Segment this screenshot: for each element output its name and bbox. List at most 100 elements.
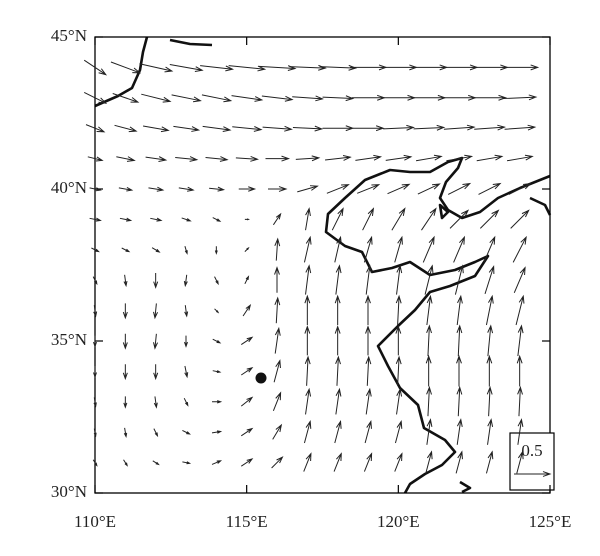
wind-vector (211, 430, 223, 434)
y-tick-label: 30°N (51, 482, 87, 501)
plot-frame (94, 36, 551, 494)
wind-vector (272, 212, 282, 226)
wind-vector (516, 354, 523, 387)
wind-vector (425, 354, 432, 387)
wind-vector (205, 156, 229, 162)
wind-vector (478, 182, 502, 195)
location-marker (255, 372, 267, 384)
reference-label: 0.5 (521, 441, 542, 460)
wind-vector (335, 387, 342, 415)
wind-vector (265, 155, 291, 162)
wind-vector (305, 264, 312, 295)
wind-vector (178, 186, 195, 192)
wind-vector (240, 427, 254, 437)
wind-vector (150, 217, 163, 222)
wind-vector (110, 61, 142, 74)
wind-vector (426, 385, 432, 417)
wind-vector (171, 94, 202, 103)
wind-vector (487, 418, 494, 445)
wind-vector (331, 207, 344, 231)
wind-vector (334, 294, 341, 325)
wind-vector (112, 93, 140, 103)
wind-vector (200, 65, 235, 72)
wind-vector (486, 354, 493, 387)
wind-vector (93, 397, 97, 408)
wind-vector (228, 65, 267, 72)
wind-vector (304, 294, 311, 325)
wind-vector (395, 325, 402, 356)
wind-vector (272, 423, 283, 440)
coastline (94, 36, 552, 494)
wind-vector (363, 235, 373, 263)
wind-vector (123, 274, 128, 288)
wind-vector (295, 155, 321, 162)
wind-vector (212, 338, 222, 344)
wind-vector (93, 335, 97, 348)
wind-vector (391, 207, 406, 231)
wind-vector (184, 365, 189, 379)
wind-vector (446, 154, 474, 162)
wind-vector (513, 266, 526, 293)
wind-vector (443, 124, 476, 131)
x-tick-label: 110°E (74, 512, 116, 531)
wind-vector (365, 294, 371, 325)
wind-vector (122, 333, 128, 350)
wind-vector (322, 125, 355, 132)
wind-vector (365, 387, 372, 415)
wind-vector (85, 124, 106, 133)
wind-vector (175, 156, 199, 162)
wind-vector (92, 276, 98, 286)
wind-vector (396, 264, 403, 295)
wind-vector (335, 355, 341, 386)
wind-vector (153, 364, 159, 381)
wind-vector (425, 450, 433, 474)
reference-box: 0.5 (509, 432, 555, 491)
wind-vector (326, 184, 350, 194)
wind-vector (212, 400, 223, 404)
wind-vector (503, 94, 538, 101)
wind-vector (153, 273, 159, 289)
wind-vector (303, 419, 312, 444)
x-tick-label: 125°E (529, 512, 572, 531)
wind-vector (305, 207, 311, 231)
reference-vector (514, 471, 552, 477)
wind-vector (394, 419, 403, 444)
wind-vector (485, 294, 494, 326)
wind-vector (442, 94, 477, 101)
wind-vector (365, 325, 371, 356)
wind-vector (334, 325, 341, 356)
wind-vector (357, 184, 381, 194)
wind-vector (214, 276, 219, 286)
wind-vector (83, 59, 108, 76)
wind-vector (383, 124, 415, 131)
wind-vector (184, 246, 188, 255)
wind-vector (476, 154, 504, 162)
wind-vector (424, 264, 434, 295)
wind-vector (139, 63, 174, 73)
wind-vector (413, 124, 446, 131)
wind-vector (212, 217, 222, 222)
wind-vector (456, 324, 463, 357)
wind-vector (123, 427, 128, 439)
wind-vector (152, 460, 160, 466)
wind-vector (214, 246, 218, 255)
wind-vector (118, 186, 134, 192)
wind-vector (151, 247, 161, 253)
wind-vector (114, 124, 138, 133)
wind-vector (362, 207, 375, 231)
wind-vector (83, 91, 108, 104)
y-tick-label: 35°N (51, 330, 87, 349)
wind-vector (232, 126, 263, 132)
wind-vector (244, 246, 250, 252)
wind-vector (273, 359, 281, 383)
wind-vector (268, 186, 288, 192)
wind-vector (449, 209, 470, 229)
wind-vector (456, 385, 463, 417)
wind-vector (456, 294, 463, 326)
wind-vector (334, 235, 342, 263)
wind-vector (303, 452, 312, 472)
wind-vector (304, 325, 311, 356)
wind-vector (89, 187, 102, 192)
wind-vector (184, 305, 189, 318)
